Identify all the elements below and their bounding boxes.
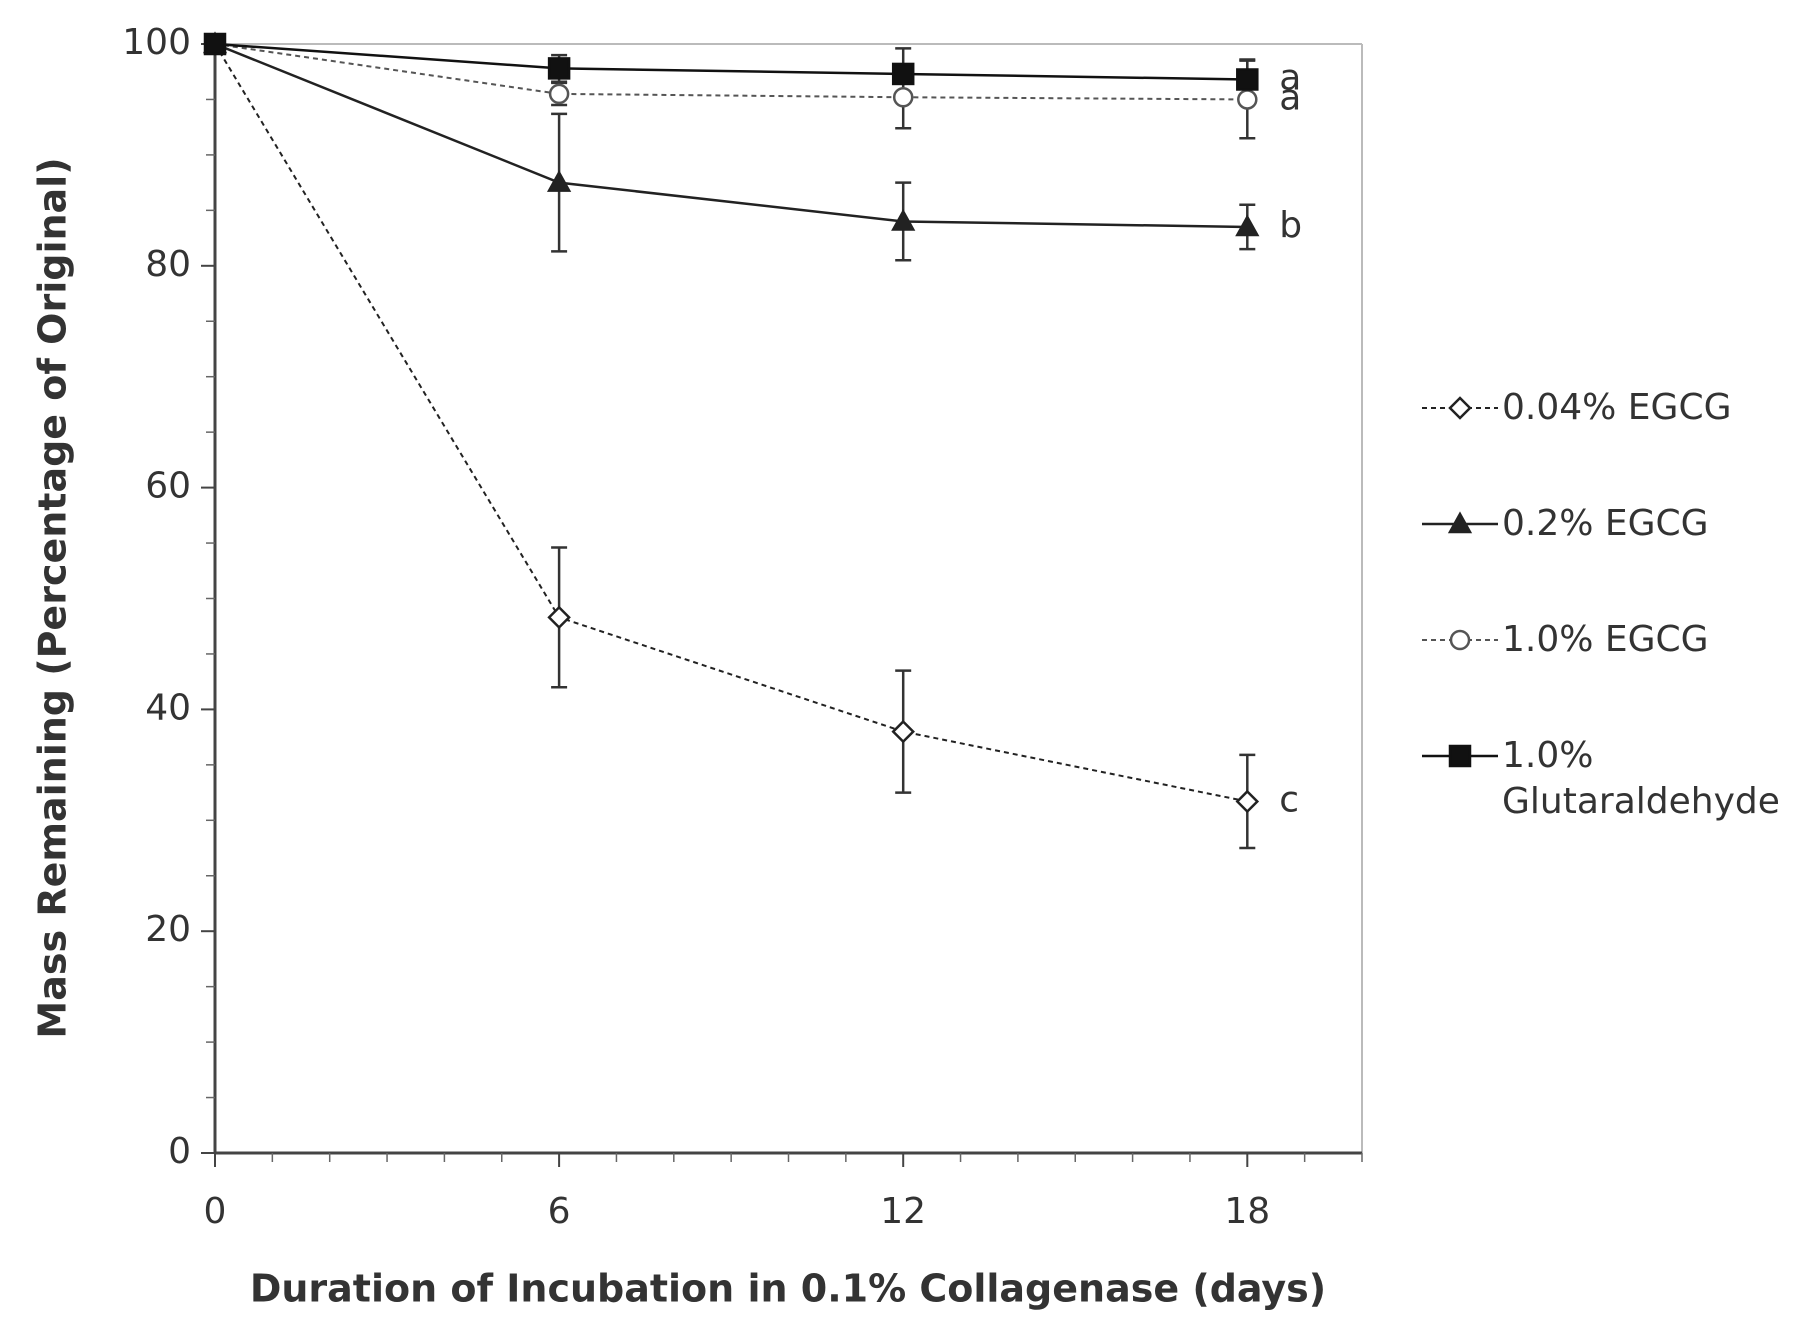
point xyxy=(1235,214,1260,237)
y-axis-title: Mass Remaining (Percentage of Original) xyxy=(31,157,75,1038)
legend-swatch xyxy=(1422,396,1498,420)
chart: Duration of Incubation in 0.1% Collagena… xyxy=(31,22,1363,1311)
series-line xyxy=(214,43,1248,101)
legend-label: 0.04% EGCG xyxy=(1502,387,1732,428)
y-tick-label: 60 xyxy=(145,466,191,507)
legend-item: 1.0% EGCG xyxy=(1420,617,1810,733)
legend-label: 1.0% Glutaraldehyde xyxy=(1502,735,1780,822)
marker xyxy=(1448,396,1472,420)
legend-label: 0.2% EGCG xyxy=(1502,503,1709,544)
annotation: a xyxy=(1279,57,1301,98)
legend-item: 1.0% Glutaraldehyde xyxy=(1420,733,1810,849)
point xyxy=(546,170,572,192)
point xyxy=(891,62,915,86)
series-line xyxy=(214,43,1248,803)
marker xyxy=(1447,511,1473,534)
point xyxy=(1237,89,1258,110)
series-line xyxy=(214,42,1248,81)
x-tick-label: 0 xyxy=(204,1191,227,1232)
point xyxy=(203,32,227,56)
point xyxy=(547,57,571,80)
point xyxy=(892,86,914,108)
point xyxy=(891,719,915,744)
point xyxy=(1236,68,1259,91)
marker xyxy=(1448,744,1472,768)
x-axis-title: Duration of Incubation in 0.1% Collagena… xyxy=(250,1267,1326,1311)
legend-swatch xyxy=(1422,629,1498,651)
y-tick-label: 80 xyxy=(145,244,191,285)
x-tick-label: 12 xyxy=(880,1191,926,1232)
point xyxy=(891,208,916,231)
point xyxy=(547,605,571,630)
y-tick-label: 0 xyxy=(168,1131,191,1172)
legend-label: 1.0% EGCG xyxy=(1502,619,1709,660)
x-tick-label: 6 xyxy=(548,1191,571,1232)
x-tick-label: 18 xyxy=(1224,1191,1270,1232)
legend-swatch xyxy=(1422,511,1498,534)
marker xyxy=(1449,629,1471,651)
legend-item: 0.04% EGCG xyxy=(1420,385,1810,501)
legend-item: 0.2% EGCG xyxy=(1420,501,1810,617)
point xyxy=(548,83,570,105)
series-line xyxy=(214,42,1248,229)
y-tick-label: 20 xyxy=(145,909,191,950)
annotation: c xyxy=(1279,779,1299,820)
annotation: b xyxy=(1279,205,1302,246)
legend-swatch xyxy=(1422,744,1498,768)
annotation: a xyxy=(1279,77,1301,118)
legend: 0.04% EGCG 0.2% EGCG 1.0% EGCG 1.0% Glutara… xyxy=(1420,385,1810,849)
point xyxy=(1235,789,1260,814)
y-tick-label: 100 xyxy=(122,22,191,63)
y-tick-label: 40 xyxy=(145,687,191,728)
